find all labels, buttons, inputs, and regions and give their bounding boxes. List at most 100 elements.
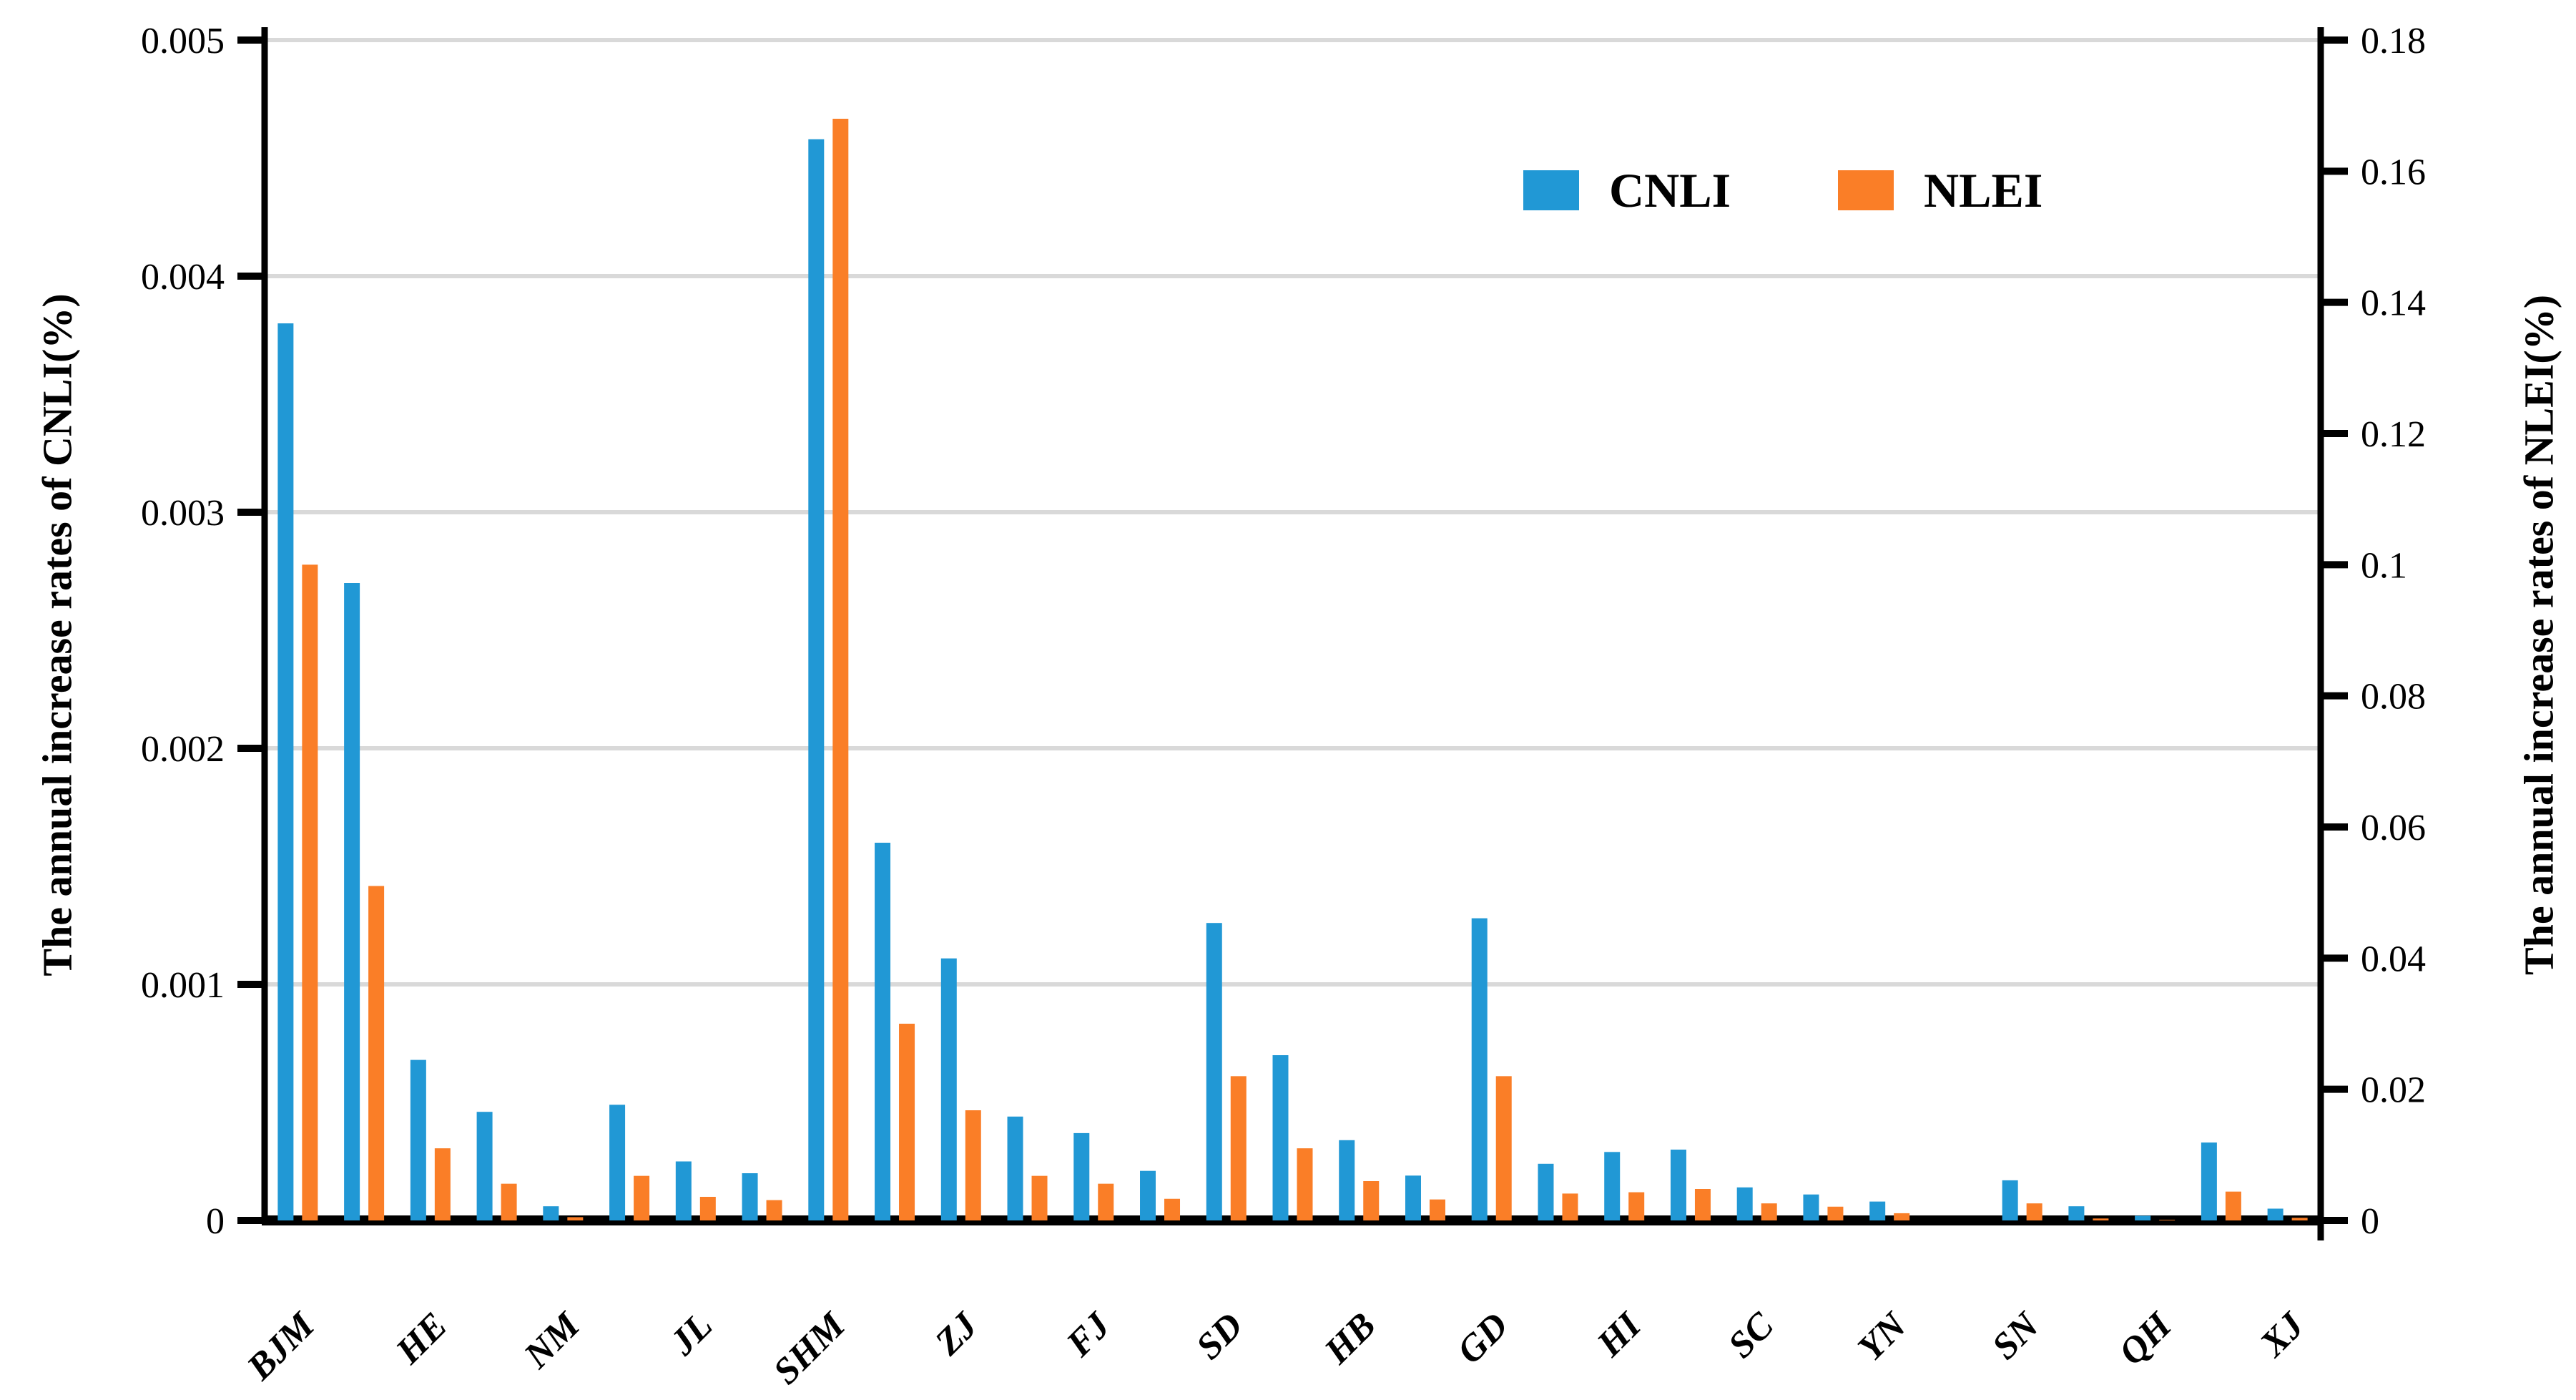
bar-cnli-22	[1736, 1187, 1753, 1220]
bar-cnli-10	[940, 958, 957, 1220]
x-axis-label-SHM: SHM	[766, 1304, 854, 1392]
x-axis-label-JL: JL	[662, 1305, 720, 1364]
bar-cnli-12	[1073, 1132, 1090, 1220]
left-axis-tick-label: 0.001	[141, 965, 225, 1006]
x-axis-label-HE: HE	[388, 1305, 455, 1372]
bar-cnli-21	[1670, 1150, 1686, 1220]
x-axis-label-NM: NM	[516, 1304, 589, 1377]
bar-nlei-27	[2093, 1218, 2109, 1220]
bar-nlei-19	[1562, 1193, 1578, 1220]
bar-cnli-3	[476, 1112, 493, 1220]
right-axis-tick-label: 0.14	[2361, 283, 2426, 324]
bar-cnli-4	[543, 1206, 559, 1220]
bar-nlei-4	[567, 1217, 584, 1220]
bar-cnli-14	[1206, 923, 1222, 1220]
right-axis-tick-label: 0.18	[2361, 21, 2426, 62]
bar-nlei-23	[1827, 1206, 1844, 1220]
bar-cnli-0	[277, 323, 294, 1220]
bar-nlei-29	[2225, 1191, 2241, 1220]
x-axis-label-FJ: FJ	[1058, 1304, 1119, 1365]
bar-nlei-7	[766, 1200, 782, 1220]
right-axis-tick-label: 0.1	[2361, 545, 2407, 586]
bar-cnli-11	[1007, 1116, 1023, 1220]
nlei-swatch-icon	[1838, 170, 1894, 210]
right-axis-tick-label: 0.04	[2361, 939, 2426, 979]
bar-nlei-24	[1894, 1213, 1910, 1220]
x-axis-label-SN: SN	[1985, 1303, 2048, 1367]
bar-nlei-0	[302, 564, 318, 1220]
bar-nlei-30	[2291, 1218, 2308, 1220]
bar-cnli-30	[2267, 1208, 2284, 1220]
bar-nlei-9	[899, 1024, 915, 1220]
right-axis-tick-label: 0.12	[2361, 414, 2426, 455]
bar-nlei-15	[1297, 1148, 1313, 1220]
x-axis-label-BJM: BJM	[239, 1304, 323, 1389]
left-axis-tick-label: 0.003	[141, 493, 225, 534]
bar-cnli-20	[1604, 1152, 1621, 1220]
x-axis-label-XJ: XJ	[2251, 1304, 2313, 1366]
legend-item-nlei: NLEI	[1838, 166, 2042, 215]
bar-nlei-11	[1031, 1175, 1048, 1220]
legend-label-cnli: CNLI	[1609, 163, 1731, 217]
bar-nlei-18	[1495, 1076, 1512, 1220]
right-axis-tick-label: 0.08	[2361, 677, 2426, 718]
left-axis-tick-label: 0	[206, 1201, 225, 1242]
left-axis-tick-label: 0.004	[141, 257, 225, 298]
bar-nlei-22	[1761, 1203, 1777, 1220]
bar-cnli-7	[742, 1173, 758, 1220]
bar-cnli-17	[1405, 1175, 1421, 1220]
cnli-swatch-icon	[1523, 170, 1579, 210]
bar-nlei-3	[501, 1183, 517, 1220]
bar-nlei-14	[1230, 1076, 1247, 1220]
bar-cnli-26	[2002, 1180, 2018, 1220]
bar-cnli-2	[410, 1059, 426, 1220]
bar-cnli-15	[1272, 1055, 1289, 1220]
bar-nlei-5	[634, 1175, 650, 1220]
bar-nlei-2	[434, 1148, 451, 1220]
bar-nlei-20	[1628, 1192, 1645, 1220]
bar-cnli-27	[2068, 1206, 2085, 1220]
x-axis-label-HB: HB	[1317, 1305, 1384, 1372]
bar-cnli-29	[2201, 1142, 2217, 1220]
bar-cnli-5	[609, 1105, 626, 1220]
bar-cnli-16	[1339, 1140, 1355, 1220]
bar-cnli-8	[808, 139, 825, 1221]
x-axis-label-YN: YN	[1850, 1303, 1915, 1369]
bar-nlei-12	[1098, 1183, 1114, 1220]
left-axis-tick-label: 0.005	[141, 21, 225, 62]
bar-nlei-10	[965, 1110, 981, 1220]
x-axis-label-ZJ: ZJ	[927, 1304, 986, 1364]
bar-cnli-9	[875, 843, 891, 1220]
bar-nlei-16	[1363, 1181, 1380, 1220]
right-axis-title: The annual increase rates of NLEI(%)	[2515, 294, 2562, 976]
bar-cnli-1	[344, 583, 360, 1220]
x-axis-label-HI: HI	[1589, 1304, 1650, 1365]
bar-cnli-18	[1471, 918, 1488, 1220]
right-axis-tick-label: 0.16	[2361, 152, 2426, 192]
bar-nlei-1	[368, 886, 385, 1220]
bar-cnli-6	[675, 1161, 692, 1220]
bar-cnli-19	[1538, 1163, 1554, 1220]
bar-nlei-6	[699, 1197, 716, 1220]
bar-cnli-23	[1803, 1194, 1819, 1220]
left-axis-tick-label: 0.002	[141, 729, 225, 770]
x-axis-label-SC: SC	[1721, 1304, 1782, 1366]
bar-nlei-21	[1694, 1189, 1711, 1220]
x-axis-label-GD: GD	[1450, 1305, 1516, 1371]
legend: CNLI NLEI	[1523, 166, 2042, 215]
bar-cnli-28	[2135, 1215, 2151, 1220]
left-axis-title: The annual increase rates of CNLI(%)	[34, 293, 81, 976]
bar-nlei-26	[2026, 1203, 2042, 1220]
bar-cnli-13	[1140, 1170, 1156, 1220]
bar-nlei-13	[1164, 1198, 1181, 1220]
right-axis-tick-label: 0.02	[2361, 1070, 2426, 1111]
legend-item-cnli: CNLI	[1523, 166, 1731, 215]
bar-nlei-17	[1429, 1199, 1445, 1220]
bar-cnli-24	[1869, 1201, 1886, 1220]
x-axis-label-SD: SD	[1189, 1305, 1251, 1367]
bar-nlei-8	[832, 119, 849, 1220]
right-axis-tick-label: 0.06	[2361, 808, 2426, 848]
legend-label-nlei: NLEI	[1924, 163, 2043, 217]
